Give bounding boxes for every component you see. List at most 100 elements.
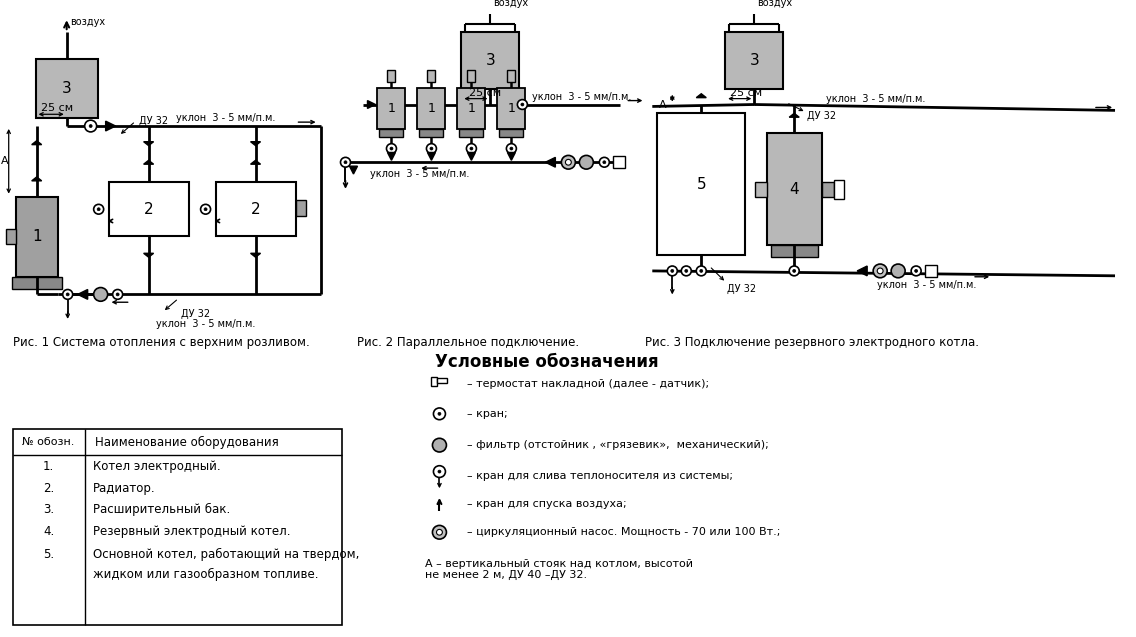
Bar (767, 133, 822, 245)
Polygon shape (350, 166, 358, 174)
Polygon shape (367, 101, 376, 108)
Circle shape (696, 266, 707, 276)
Polygon shape (427, 152, 435, 161)
Bar (12, 429, 342, 626)
Bar (500, 129, 524, 137)
Polygon shape (251, 141, 260, 146)
Text: 4.: 4. (43, 525, 55, 538)
Text: 3: 3 (750, 53, 759, 68)
Text: Условные обозначения: Условные обозначения (435, 353, 659, 371)
Text: Наименование оборудования: Наименование оборудования (94, 436, 278, 448)
Circle shape (204, 208, 207, 211)
Circle shape (521, 103, 524, 106)
Bar (498, 88, 525, 129)
Circle shape (793, 269, 795, 273)
Bar (295, 201, 306, 216)
Circle shape (62, 289, 73, 299)
Bar (11, 277, 61, 289)
Text: 1: 1 (427, 102, 435, 115)
Circle shape (877, 268, 883, 274)
Bar (613, 156, 625, 168)
Text: А: А (659, 99, 666, 110)
Text: ДУ 32: ДУ 32 (181, 309, 210, 319)
Text: жидком или газообразном топливе.: жидком или газообразном топливе. (93, 568, 318, 581)
Text: А – вертикальный стояк над котлом, высотой
не менее 2 м, ДУ 40 –ДУ 32.: А – вертикальный стояк над котлом, высот… (426, 559, 693, 580)
Text: – кран;: – кран; (467, 409, 508, 419)
Polygon shape (858, 266, 867, 276)
Text: Рис. 1 Система отопления с верхним розливом.: Рис. 1 Система отопления с верхним розли… (12, 336, 309, 350)
Circle shape (434, 466, 445, 478)
Circle shape (682, 266, 692, 276)
Text: уклон  3 - 5 мм/п.м.: уклон 3 - 5 мм/п.м. (176, 113, 275, 123)
Bar (725, 32, 783, 89)
Circle shape (66, 293, 69, 296)
Circle shape (600, 157, 609, 167)
Text: воздух: воздух (493, 0, 528, 8)
Text: уклон  3 - 5 мм/п.м.: уклон 3 - 5 мм/п.м. (370, 169, 470, 179)
Bar (379, 129, 403, 137)
Bar (822, 182, 834, 197)
Polygon shape (790, 113, 800, 117)
Circle shape (579, 155, 593, 169)
Text: – термостат накладной (далее - датчик);: – термостат накладной (далее - датчик); (467, 380, 710, 389)
Circle shape (429, 147, 433, 150)
Text: 25 см: 25 см (41, 103, 73, 113)
Text: № обозн.: № обозн. (23, 437, 75, 447)
Circle shape (667, 266, 677, 276)
Bar (771, 245, 818, 257)
Text: 25 см: 25 см (730, 88, 762, 97)
Text: – циркуляционный насос. Мощность - 70 или 100 Вт.;: – циркуляционный насос. Мощность - 70 ил… (467, 527, 780, 537)
Polygon shape (32, 177, 42, 181)
Circle shape (517, 99, 527, 110)
Bar (417, 88, 445, 129)
Bar (437, 378, 448, 383)
Text: Расширительный бак.: Расширительный бак. (93, 503, 229, 517)
Bar (461, 32, 519, 89)
Circle shape (93, 204, 103, 214)
Text: ДУ 32: ДУ 32 (139, 116, 168, 126)
Bar (459, 129, 484, 137)
Circle shape (341, 157, 351, 167)
Bar (35, 59, 98, 118)
Circle shape (112, 289, 123, 299)
Text: уклон  3 - 5 мм/п.м.: уклон 3 - 5 мм/п.м. (156, 318, 254, 329)
Text: 2.: 2. (43, 482, 55, 495)
Circle shape (438, 470, 441, 473)
Bar (427, 70, 435, 82)
Text: 1: 1 (387, 102, 395, 115)
Text: 1: 1 (468, 102, 475, 115)
Circle shape (390, 147, 393, 150)
Circle shape (116, 293, 119, 296)
Circle shape (98, 208, 100, 211)
Bar (432, 376, 437, 387)
Text: 3: 3 (61, 82, 72, 96)
Circle shape (911, 266, 921, 276)
Polygon shape (467, 152, 475, 161)
Text: Котел электродный.: Котел электродный. (93, 460, 220, 473)
Polygon shape (32, 141, 42, 145)
Circle shape (874, 264, 887, 278)
Circle shape (467, 144, 476, 154)
Circle shape (436, 529, 442, 535)
Text: Радиатор.: Радиатор. (93, 482, 156, 495)
Polygon shape (77, 289, 87, 299)
Circle shape (670, 269, 674, 273)
Bar (377, 88, 406, 129)
Text: воздух: воздух (758, 0, 793, 8)
Text: уклон  3 - 5 мм/п.м.: уклон 3 - 5 мм/п.м. (533, 92, 632, 102)
Circle shape (344, 161, 346, 164)
Text: – фильтр (отстойник , «грязевик»,  механический);: – фильтр (отстойник , «грязевик», механи… (467, 440, 769, 450)
Bar (458, 88, 485, 129)
Circle shape (603, 161, 605, 164)
Circle shape (434, 408, 445, 420)
Polygon shape (143, 254, 153, 257)
Text: – кран для слива теплоносителя из системы;: – кран для слива теплоносителя из систем… (467, 471, 734, 482)
Polygon shape (106, 121, 116, 131)
Circle shape (561, 155, 575, 169)
Circle shape (426, 144, 436, 154)
Text: 5.: 5. (43, 548, 55, 561)
Circle shape (201, 204, 210, 214)
Bar (467, 70, 475, 82)
Text: ДУ 32: ДУ 32 (808, 111, 836, 121)
Circle shape (386, 144, 396, 154)
